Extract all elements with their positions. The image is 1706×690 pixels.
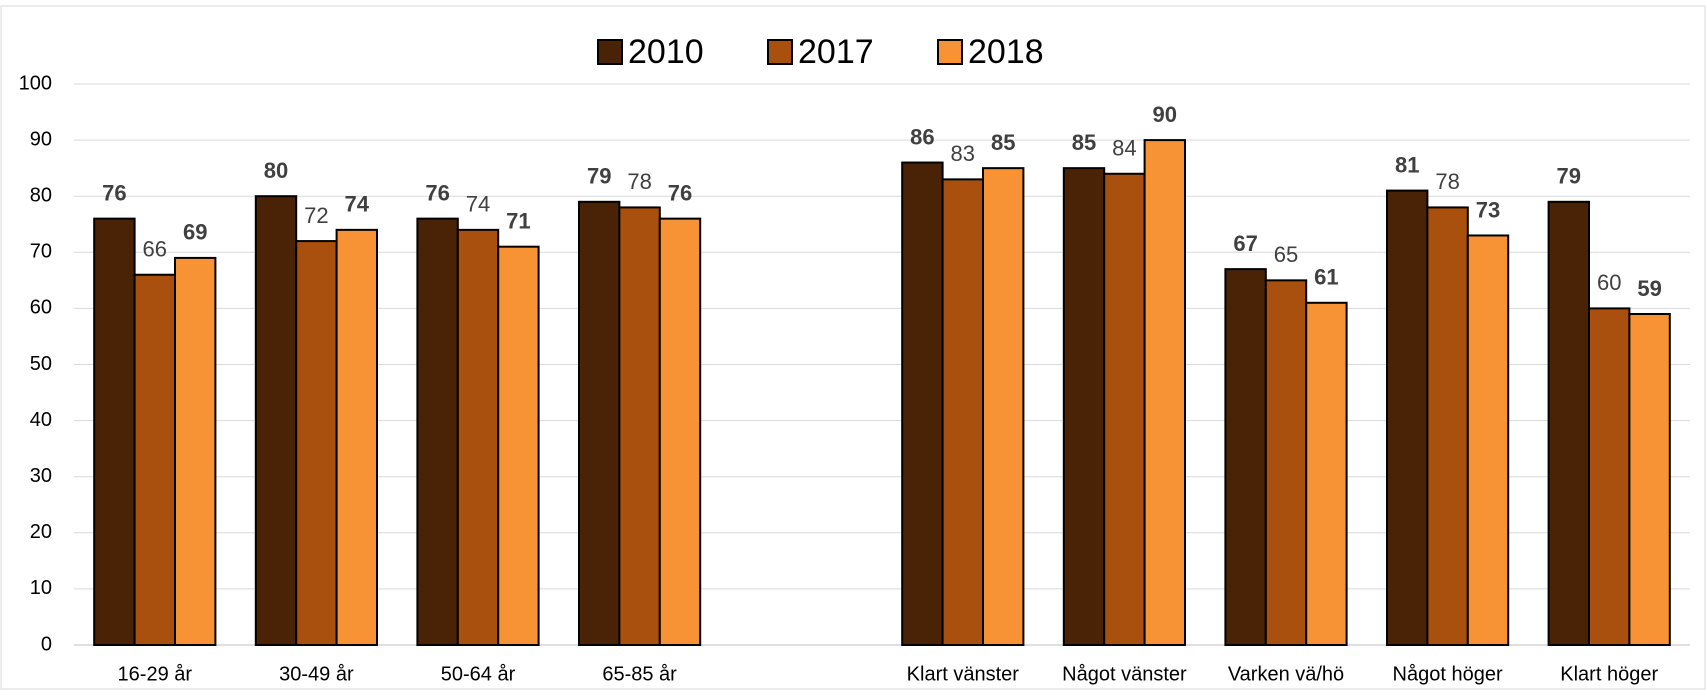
data-label: 71	[506, 209, 530, 234]
data-label: 74	[345, 192, 370, 217]
bar	[618, 206, 661, 646]
data-label: 66	[143, 237, 167, 262]
bar	[941, 178, 984, 646]
data-label: 65	[1274, 242, 1298, 267]
y-tick-label: 40	[30, 409, 52, 431]
bar	[335, 228, 379, 647]
bar	[982, 167, 1025, 646]
y-tick-label: 90	[30, 128, 52, 150]
data-label: 60	[1597, 270, 1621, 295]
bar	[1426, 206, 1469, 646]
bar	[1103, 172, 1146, 646]
y-tick-label: 50	[30, 353, 52, 375]
bar	[456, 228, 500, 647]
data-label: 76	[668, 180, 692, 205]
legend-swatch	[767, 39, 793, 65]
data-label: 86	[910, 124, 934, 149]
data-label: 90	[1153, 102, 1177, 127]
data-label: 79	[1557, 164, 1581, 189]
legend-swatch	[597, 39, 623, 65]
x-tick-label: Klart vänster	[907, 663, 1020, 685]
y-tick-label: 30	[30, 465, 52, 487]
legend-label: 2017	[798, 33, 874, 71]
data-label: 78	[627, 169, 651, 194]
x-tick-label: 50-64 år	[441, 663, 516, 685]
data-label: 67	[1233, 231, 1257, 256]
legend-swatch	[937, 39, 963, 65]
bar	[1305, 301, 1348, 646]
data-label: 74	[466, 192, 490, 217]
bar	[1264, 279, 1308, 646]
bar	[578, 200, 621, 646]
y-tick-label: 60	[30, 297, 52, 319]
bar	[93, 217, 136, 646]
y-tick-label: 70	[30, 241, 52, 263]
bar	[1466, 234, 1510, 646]
bar	[1547, 200, 1590, 646]
data-label: 73	[1476, 197, 1500, 222]
y-tick-label: 10	[30, 577, 52, 599]
x-tick-label: Varken vä/hö	[1228, 663, 1344, 685]
data-label: 78	[1435, 169, 1459, 194]
bar	[1062, 167, 1106, 646]
data-label: 76	[102, 180, 126, 205]
bar	[1628, 313, 1671, 646]
x-tick-label: 30-49 år	[279, 663, 354, 685]
data-label: 69	[183, 220, 207, 245]
chart-frame	[0, 5, 1706, 690]
data-label: 79	[587, 164, 611, 189]
data-label: 85	[1072, 130, 1096, 155]
data-label: 61	[1314, 265, 1338, 290]
bar	[133, 273, 177, 646]
bar	[416, 217, 459, 646]
bar	[497, 245, 540, 646]
x-tick-label: 65-85 år	[602, 663, 677, 685]
data-label: 80	[264, 158, 288, 183]
data-label: 84	[1112, 136, 1136, 161]
bar	[901, 161, 944, 646]
legend-label: 2010	[628, 33, 704, 71]
y-tick-label: 80	[30, 184, 52, 206]
bar	[174, 256, 217, 646]
y-tick-label: 0	[41, 633, 52, 655]
legend-label: 2018	[968, 33, 1044, 71]
data-label: 76	[425, 180, 449, 205]
bar	[1143, 139, 1186, 646]
bar	[1386, 189, 1429, 646]
data-label: 59	[1637, 276, 1661, 301]
bar	[254, 195, 298, 646]
bar	[1588, 307, 1631, 646]
x-tick-label: Klart höger	[1560, 663, 1658, 685]
x-tick-label: Något höger	[1393, 663, 1503, 685]
y-tick-label: 100	[19, 72, 52, 94]
bar	[295, 240, 338, 647]
bar	[658, 217, 702, 646]
bar	[1224, 268, 1267, 646]
data-label: 83	[951, 141, 975, 166]
data-label: 72	[304, 203, 328, 228]
x-tick-label: 16-29 år	[118, 663, 193, 685]
data-label: 85	[991, 130, 1015, 155]
x-tick-label: Något vänster	[1062, 663, 1187, 685]
data-label: 81	[1395, 152, 1419, 177]
y-tick-label: 20	[30, 521, 52, 543]
